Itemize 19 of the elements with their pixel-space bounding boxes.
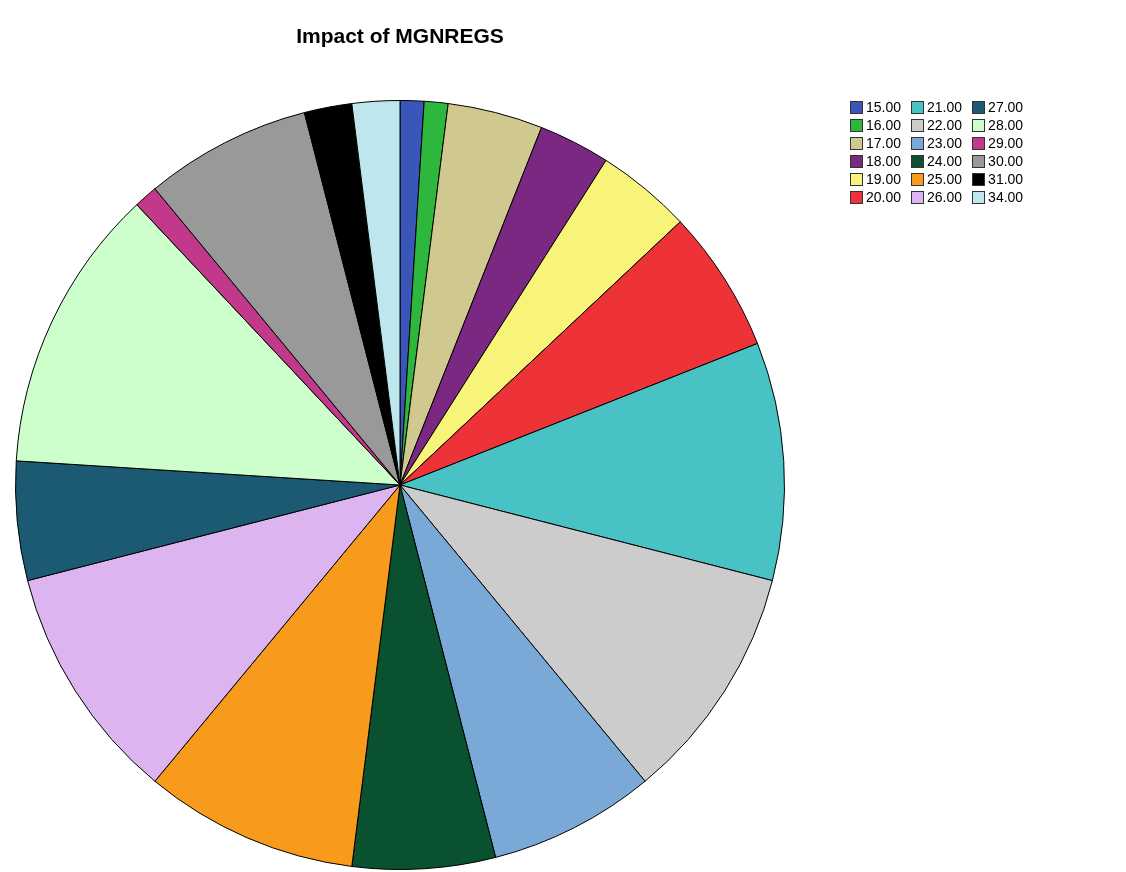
legend-label: 24.00: [927, 153, 963, 169]
legend-label: 26.00: [927, 189, 963, 205]
legend-label: 29.00: [988, 135, 1024, 151]
legend-label: 34.00: [988, 189, 1024, 205]
legend-label: 16.00: [866, 117, 902, 133]
legend-label: 17.00: [866, 135, 902, 151]
legend-label: 18.00: [866, 153, 902, 169]
legend-label: 15.00: [866, 99, 902, 115]
legend-label: 28.00: [988, 117, 1024, 133]
legend-label: 20.00: [866, 189, 902, 205]
legend-label: 30.00: [988, 153, 1024, 169]
legend-label: 23.00: [927, 135, 963, 151]
legend-label: 27.00: [988, 99, 1024, 115]
legend-label: 31.00: [988, 171, 1024, 187]
chart-title: Impact of MGNREGS: [295, 24, 505, 48]
legend-label: 19.00: [866, 171, 902, 187]
legend-label: 21.00: [927, 99, 963, 115]
legend-label: 25.00: [927, 171, 963, 187]
legend-label: 22.00: [927, 117, 963, 133]
